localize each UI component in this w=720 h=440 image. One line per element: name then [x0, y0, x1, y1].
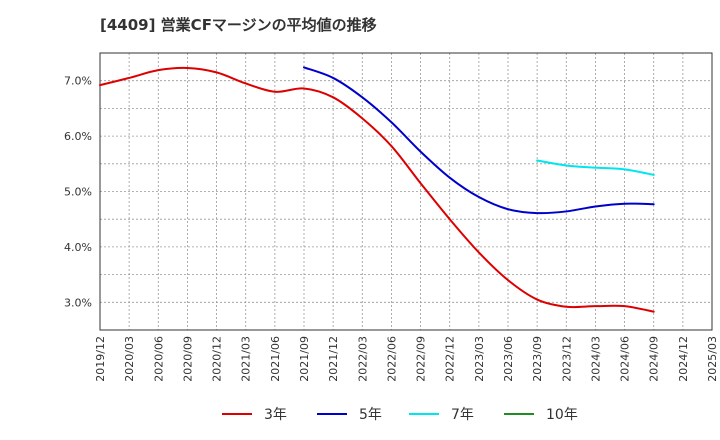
y-axis: 3.0% 4.0% 5.0% 6.0% 7.0%: [64, 75, 92, 310]
legend-label: 3年: [264, 407, 287, 423]
x-tick-label: 2021/03: [240, 336, 253, 382]
x-tick-label: 2021/06: [269, 336, 282, 382]
series-line-2: [536, 159, 655, 176]
x-tick-label: 2024/03: [589, 336, 602, 382]
chart-title: [4409] 営業CFマージンの平均値の推移: [100, 16, 377, 34]
x-tick-label: 2023/06: [502, 336, 515, 382]
grid-layer: [99, 53, 713, 330]
x-tick-label: 2019/12: [94, 336, 107, 382]
y-tick-label: 5.0%: [64, 186, 92, 199]
x-tick-label: 2020/12: [211, 336, 224, 382]
x-tick-label: 2020/03: [123, 336, 136, 382]
x-tick-label: 2024/12: [677, 336, 690, 382]
series-line-1: [303, 66, 655, 215]
series-layer: [99, 66, 655, 313]
x-tick-label: 2024/06: [619, 336, 632, 382]
y-tick-label: 4.0%: [64, 241, 92, 254]
x-tick-label: 2025/03: [706, 336, 719, 382]
x-tick-label: 2020/06: [152, 336, 165, 382]
x-tick-label: 2022/12: [444, 336, 457, 382]
x-tick-label: 2023/09: [531, 336, 544, 382]
y-tick-label: 7.0%: [64, 75, 92, 88]
x-tick-label: 2023/03: [473, 336, 486, 382]
x-tick-label: 2020/09: [181, 336, 194, 382]
x-tick-label: 2022/03: [356, 336, 369, 382]
legend-label: 7年: [451, 407, 474, 423]
x-tick-label: 2021/09: [298, 336, 311, 382]
x-axis: 2019/12 2020/03 2020/06 2020/09 2020/12 2021/…: [94, 336, 719, 382]
legend: 3年 5年 7年 10年: [222, 407, 578, 423]
x-tick-label: 2021/12: [327, 336, 340, 382]
y-tick-label: 3.0%: [64, 296, 92, 309]
y-tick-label: 6.0%: [64, 130, 92, 143]
x-tick-label: 2022/06: [385, 336, 398, 382]
legend-label: 10年: [546, 407, 578, 423]
x-tick-label: 2023/12: [560, 336, 573, 382]
series-line-0: [99, 66, 655, 313]
x-tick-label: 2022/09: [415, 336, 428, 382]
x-tick-label: 2024/09: [648, 336, 661, 382]
legend-label: 5年: [359, 407, 382, 423]
plot-frame: [99, 52, 713, 331]
